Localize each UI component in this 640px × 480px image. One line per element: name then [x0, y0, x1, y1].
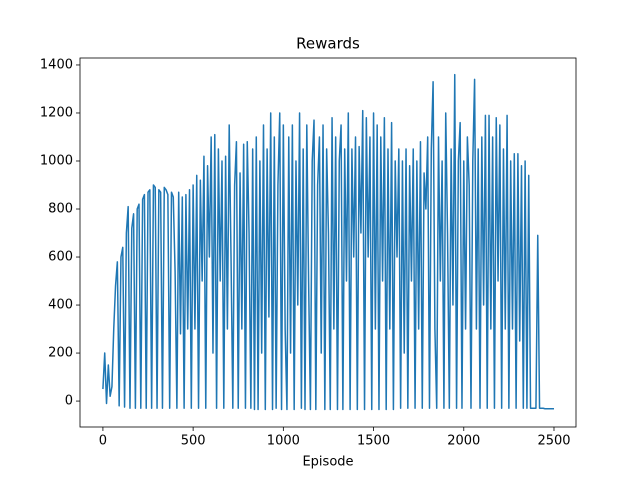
- x-axis-label: Episode: [302, 455, 353, 470]
- data-line: [102, 73, 554, 411]
- y-tick-label: 600: [48, 250, 73, 265]
- x-tick-label: 1000: [267, 434, 300, 449]
- y-tick-label: 200: [48, 346, 73, 361]
- x-tick-label: 2500: [537, 434, 570, 449]
- x-tick-label: 1500: [357, 434, 390, 449]
- y-tick-label: 1200: [40, 105, 73, 120]
- y-tick-label: 400: [48, 298, 73, 313]
- chart-title: Rewards: [296, 35, 360, 53]
- y-tick-label: 800: [48, 202, 73, 217]
- y-tick-label: 0: [65, 394, 73, 409]
- y-tick-label: 1000: [40, 153, 73, 168]
- x-tick-label: 500: [181, 434, 206, 449]
- x-tick-label: 0: [99, 434, 107, 449]
- x-tick-label: 2000: [447, 434, 480, 449]
- y-tick-label: 1400: [40, 57, 73, 72]
- plot-frame: [79, 57, 577, 428]
